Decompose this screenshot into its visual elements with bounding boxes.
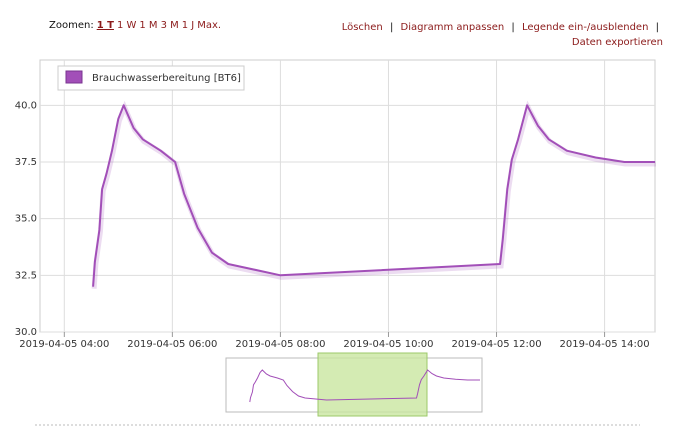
y-tick-label: 30.0	[15, 327, 37, 338]
x-tick-label: 2019-04-05 10:00	[343, 339, 433, 350]
y-tick-label: 32.5	[15, 270, 37, 281]
separator: |	[511, 22, 515, 33]
x-tick-label: 2019-04-05 08:00	[235, 339, 325, 350]
plot-area	[39, 59, 656, 333]
zoom-option[interactable]: Max.	[197, 20, 222, 31]
zoom-label: Zoomen:	[49, 20, 94, 31]
navigator-selection[interactable]	[317, 352, 428, 417]
zoom-option[interactable]: 1 J	[181, 20, 195, 31]
legend-label: Brauchwasserbereitung [BT6]	[92, 73, 241, 84]
series-line	[92, 104, 655, 287]
legend-swatch	[65, 70, 83, 84]
action-link[interactable]: Legende ein-/ausblenden	[521, 22, 649, 33]
x-tick-label: 2019-04-05 12:00	[451, 339, 541, 350]
y-tick-label: 35.0	[15, 214, 37, 225]
x-tick-label: 2019-04-05 04:00	[19, 339, 109, 350]
zoom-option[interactable]: 1 W	[116, 20, 137, 31]
action-link[interactable]: Löschen	[341, 22, 383, 33]
separator: |	[655, 22, 659, 33]
action-bar: Löschen | Diagramm anpassen | Legende ei…	[318, 20, 663, 50]
legend-box	[57, 65, 245, 91]
navigator-line	[249, 369, 480, 403]
action-link[interactable]: Diagramm anpassen	[400, 22, 505, 33]
action-link[interactable]: Daten exportieren	[571, 37, 663, 48]
y-tick-label: 40.0	[15, 100, 37, 111]
y-tick-label: 37.5	[15, 157, 37, 168]
zoom-option[interactable]: 1 M	[139, 20, 158, 31]
zoom-option[interactable]: 3 M	[160, 20, 179, 31]
separator: |	[389, 22, 394, 33]
x-tick-label: 2019-04-05 06:00	[127, 339, 217, 350]
zoom-option[interactable]: 1 T	[96, 20, 114, 31]
x-tick-label: 2019-04-05 14:00	[560, 339, 650, 350]
